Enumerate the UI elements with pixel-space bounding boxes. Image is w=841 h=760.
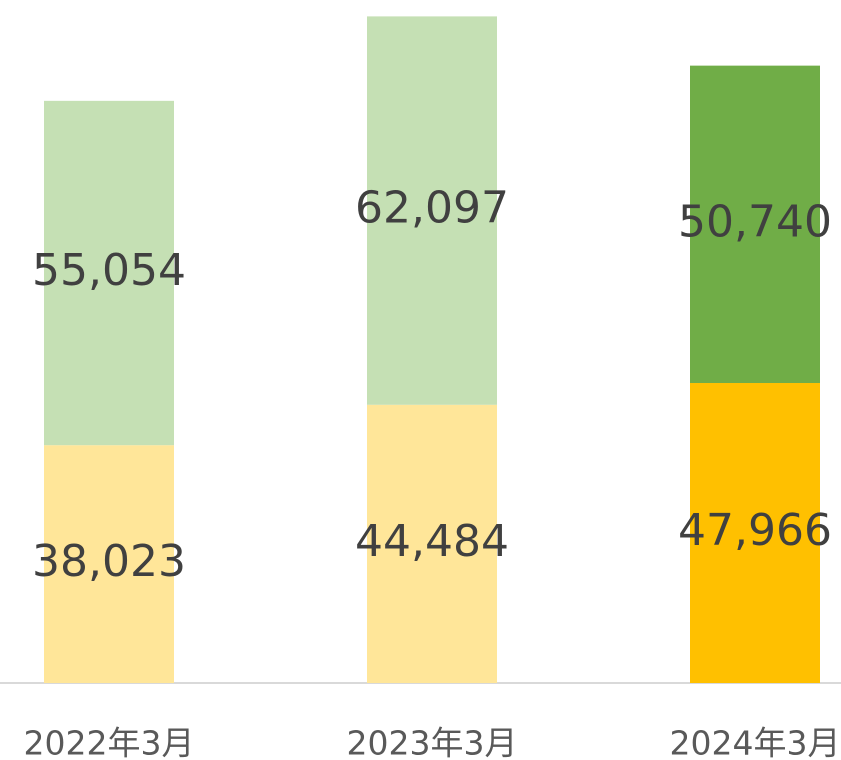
bar-segment [690, 382, 820, 683]
data-label: 50,740 [678, 196, 832, 247]
bar-segment [367, 16, 497, 405]
bar-segment [690, 65, 820, 383]
data-label: 62,097 [355, 183, 509, 234]
x-tick-label: 2023年3月 [347, 724, 518, 760]
x-tick-label: 2022年3月 [24, 724, 195, 760]
data-label: 44,484 [355, 516, 509, 567]
bar-segment [367, 404, 497, 683]
data-label: 47,966 [678, 505, 832, 556]
data-label: 55,054 [32, 245, 186, 296]
x-tick-label: 2024年3月 [670, 724, 841, 760]
bar-segment [44, 100, 174, 446]
bar-segment [44, 445, 174, 683]
data-label: 38,023 [32, 536, 186, 587]
